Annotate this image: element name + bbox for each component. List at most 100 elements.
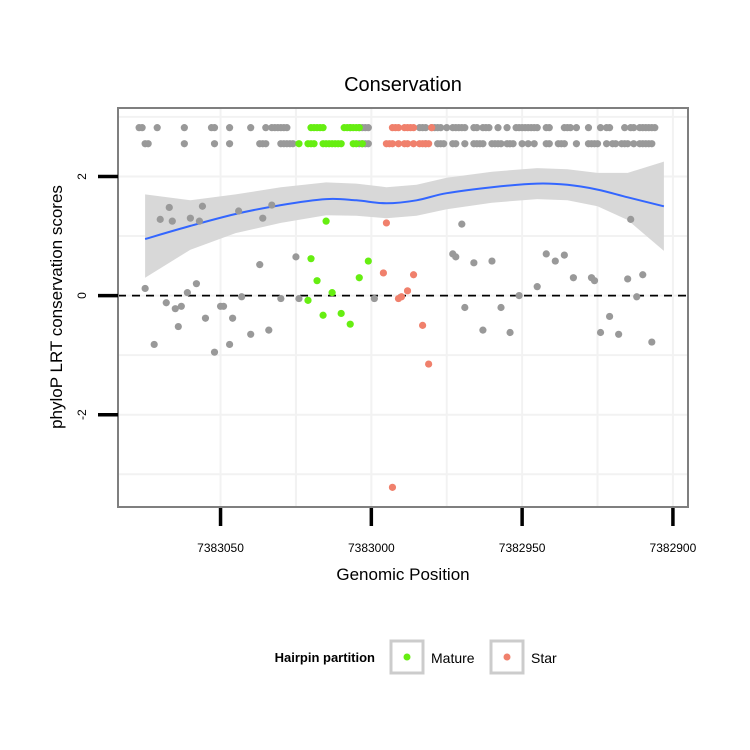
data-point-other: [183, 289, 191, 297]
data-point-other: [440, 140, 448, 148]
smooth-line: [144, 182, 665, 240]
data-point-star: [388, 140, 397, 148]
data-point-mature: [352, 140, 360, 148]
x-axis-title: Genomic Position: [336, 565, 469, 584]
data-point-other: [494, 124, 502, 132]
confidence-ribbon: [145, 161, 664, 278]
data-point-other: [572, 124, 581, 132]
data-point-mature: [337, 140, 345, 148]
data-point-other: [524, 140, 532, 148]
data-point-other: [542, 250, 550, 258]
x-tick-label: 7383050: [197, 541, 244, 555]
legend: Hairpin partition Mature Star: [275, 639, 557, 675]
data-point-other: [533, 283, 541, 291]
legend-swatch-star: [503, 653, 511, 661]
data-point-other: [473, 124, 481, 132]
data-point-other: [180, 124, 188, 132]
data-point-other: [422, 124, 430, 132]
x-tick-label: 7382950: [499, 541, 546, 555]
data-point-other: [479, 326, 487, 334]
data-point-other: [364, 124, 372, 132]
data-point-other: [497, 140, 505, 148]
data-point-other: [198, 202, 207, 210]
data-point-other: [180, 140, 188, 148]
data-point-other: [566, 124, 574, 132]
data-point-other: [437, 124, 445, 132]
y-tick-label: 2: [75, 173, 89, 180]
legend-label-mature: Mature: [431, 650, 475, 666]
data-point-other: [452, 253, 460, 261]
data-point-other: [165, 203, 173, 212]
data-point-mature: [346, 320, 354, 328]
data-point-other: [364, 140, 372, 148]
data-point-other: [605, 312, 614, 321]
data-point-other: [545, 140, 553, 148]
data-point-other: [195, 217, 204, 225]
data-point-other: [545, 124, 553, 132]
data-point-other: [461, 140, 469, 148]
data-point-star: [425, 140, 433, 148]
data-point-other: [259, 214, 267, 222]
data-point-other: [596, 124, 605, 132]
data-point-other: [515, 291, 523, 300]
data-point-other: [639, 271, 647, 279]
chart-title: Conservation: [344, 74, 462, 96]
data-point-star: [403, 140, 412, 148]
data-point-other: [518, 140, 526, 148]
data-point-other: [247, 330, 255, 338]
data-point-other: [621, 124, 629, 132]
data-point-mature: [310, 140, 318, 148]
data-point-mature: [319, 124, 327, 132]
data-point-other: [584, 124, 593, 132]
data-point-other: [225, 340, 234, 349]
data-point-other: [210, 140, 219, 148]
data-point-other: [530, 140, 538, 148]
data-point-other: [235, 207, 243, 215]
data-point-other: [602, 140, 611, 148]
data-point-mature: [355, 274, 363, 282]
data-point-other: [144, 140, 152, 148]
data-point-other: [596, 328, 605, 337]
data-point-other: [648, 140, 656, 148]
plot-panel-border: [117, 107, 689, 508]
data-point-other: [262, 140, 270, 148]
confidence-band: [145, 161, 664, 278]
data-point-other: [572, 140, 581, 148]
data-point-other: [443, 124, 451, 132]
x-tick-label: 7383000: [348, 541, 395, 555]
data-point-other: [141, 284, 149, 293]
y-tick-label: 0: [75, 292, 89, 299]
data-point-other: [210, 348, 219, 356]
data-point-other: [186, 214, 194, 222]
data-point-other: [229, 314, 237, 322]
axes: 7383050 7383000 7382950 7382900 -2 0 2: [75, 173, 697, 555]
plot-panel-background: [118, 108, 688, 507]
data-point-other: [605, 124, 614, 132]
data-points: [135, 124, 659, 491]
data-point-star: [409, 140, 418, 148]
data-point-mature: [328, 289, 336, 297]
data-point-other: [630, 124, 638, 132]
data-point-other: [569, 274, 577, 282]
data-point-other: [627, 215, 635, 223]
data-point-other: [479, 140, 487, 148]
data-point-other: [192, 280, 201, 288]
data-point-other: [461, 124, 469, 132]
legend-title: Hairpin partition: [275, 650, 375, 665]
data-point-other: [503, 124, 511, 132]
data-point-other: [138, 124, 146, 132]
data-point-other: [168, 217, 176, 225]
data-point-mature: [313, 277, 321, 285]
data-point-other: [153, 124, 161, 132]
data-point-mature: [337, 309, 345, 318]
data-point-other: [256, 261, 264, 269]
data-point-star: [394, 140, 403, 148]
data-point-star: [382, 219, 391, 227]
data-point-other: [651, 124, 659, 132]
y-tick-label: -2: [75, 409, 89, 420]
data-point-star: [394, 124, 403, 132]
data-point-other: [265, 326, 273, 334]
data-point-star: [409, 124, 418, 132]
data-point-other: [210, 124, 219, 132]
